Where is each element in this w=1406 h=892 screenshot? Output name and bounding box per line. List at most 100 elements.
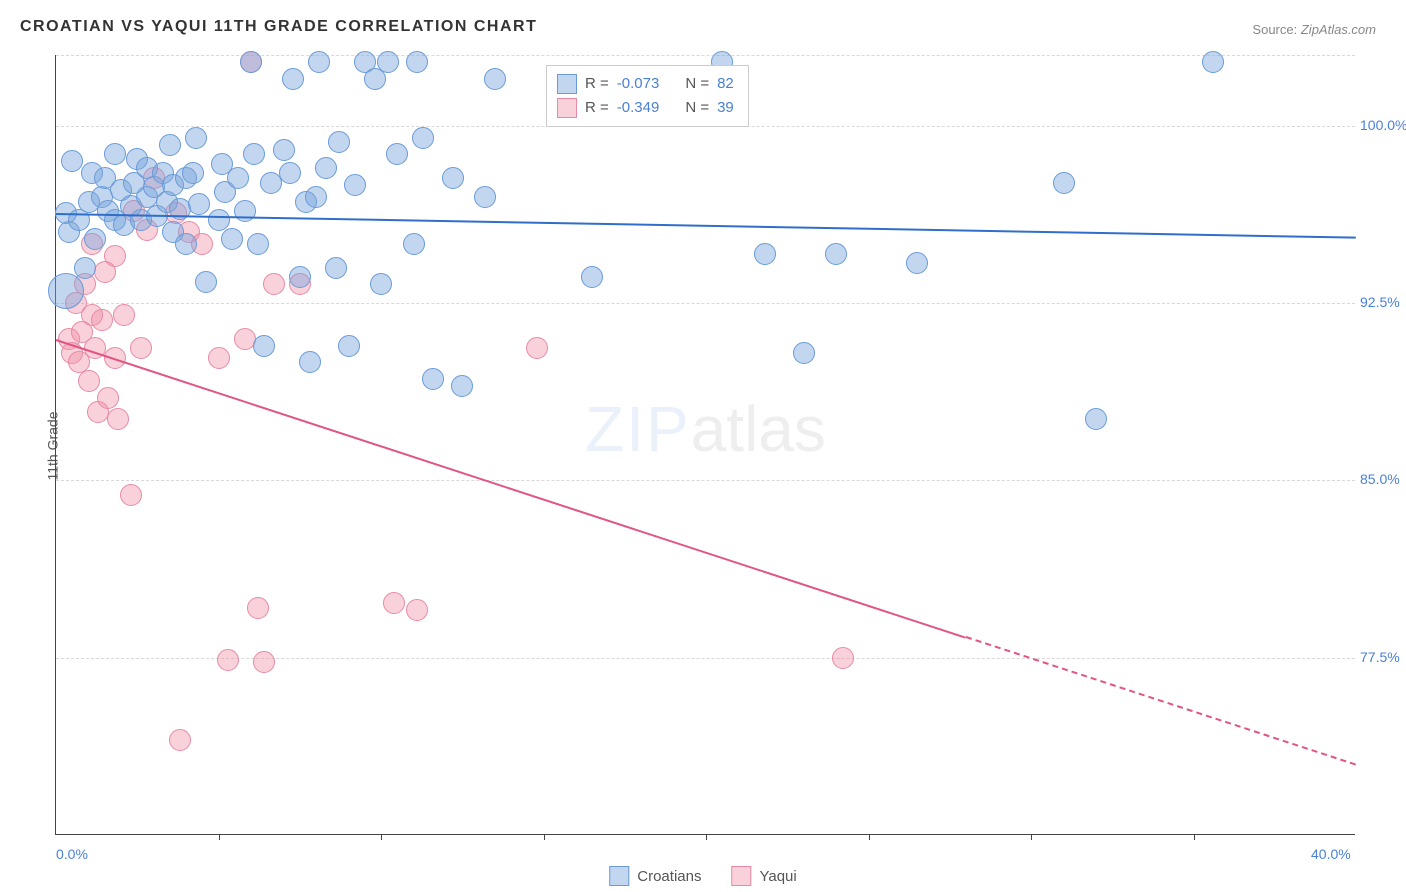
scatter-point-croatians	[484, 68, 506, 90]
legend-stats-row: R =-0.073N =82	[557, 72, 734, 96]
legend-r-label: R =	[585, 96, 609, 120]
scatter-point-croatians	[442, 167, 464, 189]
scatter-point-croatians	[289, 266, 311, 288]
scatter-point-croatians	[474, 186, 496, 208]
source-value: ZipAtlas.com	[1301, 22, 1376, 37]
scatter-point-croatians	[581, 266, 603, 288]
scatter-point-croatians	[282, 68, 304, 90]
scatter-point-yaqui	[217, 649, 239, 671]
scatter-point-yaqui	[107, 408, 129, 430]
legend-swatch	[609, 866, 629, 886]
watermark: ZIPatlas	[585, 392, 826, 466]
scatter-point-croatians	[84, 228, 106, 250]
scatter-point-yaqui	[97, 387, 119, 409]
scatter-point-croatians	[386, 143, 408, 165]
x-tick	[219, 834, 220, 840]
trend-line	[56, 339, 967, 639]
scatter-point-croatians	[422, 368, 444, 390]
scatter-point-croatians	[74, 257, 96, 279]
x-tick	[381, 834, 382, 840]
source-label: Source:	[1252, 22, 1297, 37]
scatter-point-croatians	[175, 233, 197, 255]
y-tick-label: 92.5%	[1360, 294, 1406, 310]
x-tick	[1031, 834, 1032, 840]
scatter-point-croatians	[279, 162, 301, 184]
scatter-point-croatians	[240, 51, 262, 73]
scatter-point-croatians	[403, 233, 425, 255]
y-tick-label: 77.5%	[1360, 649, 1406, 665]
scatter-point-croatians	[1202, 51, 1224, 73]
scatter-point-croatians	[412, 127, 434, 149]
legend-swatch	[557, 74, 577, 94]
scatter-point-croatians	[370, 273, 392, 295]
chart-title: CROATIAN VS YAQUI 11TH GRADE CORRELATION…	[20, 18, 537, 36]
scatter-point-croatians	[825, 243, 847, 265]
legend-n-value: 82	[717, 72, 734, 96]
scatter-point-croatians	[234, 200, 256, 222]
y-tick-label: 85.0%	[1360, 471, 1406, 487]
scatter-point-croatians	[1053, 172, 1075, 194]
scatter-point-croatians	[104, 143, 126, 165]
scatter-point-croatians	[315, 157, 337, 179]
legend-stats-box: R =-0.073N =82R =-0.349N =39	[546, 65, 749, 127]
scatter-point-yaqui	[104, 245, 126, 267]
scatter-point-yaqui	[247, 597, 269, 619]
trend-line	[966, 637, 1357, 767]
scatter-point-yaqui	[169, 729, 191, 751]
scatter-point-croatians	[208, 209, 230, 231]
scatter-point-croatians	[185, 127, 207, 149]
scatter-point-croatians	[195, 271, 217, 293]
gridline	[56, 480, 1355, 481]
scatter-point-croatians	[793, 342, 815, 364]
x-tick	[1194, 834, 1195, 840]
scatter-point-yaqui	[263, 273, 285, 295]
scatter-point-yaqui	[526, 337, 548, 359]
scatter-point-yaqui	[130, 337, 152, 359]
legend-r-label: R =	[585, 72, 609, 96]
x-tick	[706, 834, 707, 840]
scatter-point-croatians	[344, 174, 366, 196]
scatter-point-croatians	[308, 51, 330, 73]
legend-n-label: N =	[685, 96, 709, 120]
x-tick	[869, 834, 870, 840]
legend-item: Croatians	[609, 866, 701, 886]
scatter-point-croatians	[906, 252, 928, 274]
scatter-point-croatians	[451, 375, 473, 397]
scatter-point-croatians	[325, 257, 347, 279]
scatter-point-croatians	[305, 186, 327, 208]
y-tick-label: 100.0%	[1360, 117, 1406, 133]
scatter-point-croatians	[243, 143, 265, 165]
scatter-point-croatians	[328, 131, 350, 153]
x-tick	[544, 834, 545, 840]
scatter-point-yaqui	[120, 484, 142, 506]
plot-area: ZIPatlas 77.5%85.0%92.5%100.0%0.0%40.0%R…	[55, 55, 1355, 835]
scatter-point-yaqui	[113, 304, 135, 326]
legend-swatch	[731, 866, 751, 886]
gridline	[56, 303, 1355, 304]
x-tick-label: 40.0%	[1311, 846, 1351, 862]
gridline	[56, 658, 1355, 659]
scatter-point-croatians	[227, 167, 249, 189]
scatter-point-yaqui	[208, 347, 230, 369]
scatter-point-yaqui	[832, 647, 854, 669]
scatter-point-croatians	[1085, 408, 1107, 430]
scatter-point-croatians	[406, 51, 428, 73]
scatter-point-croatians	[377, 51, 399, 73]
legend-bottom: Croatians Yaqui	[609, 866, 796, 886]
x-tick-label: 0.0%	[56, 846, 88, 862]
scatter-point-croatians	[221, 228, 243, 250]
legend-stats-row: R =-0.349N =39	[557, 96, 734, 120]
scatter-point-croatians	[61, 150, 83, 172]
legend-item: Yaqui	[731, 866, 796, 886]
scatter-point-croatians	[754, 243, 776, 265]
legend-swatch	[557, 98, 577, 118]
scatter-point-croatians	[159, 134, 181, 156]
watermark-atlas: atlas	[691, 393, 826, 465]
legend-label: Yaqui	[759, 868, 796, 885]
scatter-point-croatians	[253, 335, 275, 357]
scatter-point-yaqui	[253, 651, 275, 673]
watermark-zip: ZIP	[585, 393, 691, 465]
scatter-point-yaqui	[78, 370, 100, 392]
scatter-point-croatians	[247, 233, 269, 255]
legend-r-value: -0.349	[617, 96, 660, 120]
